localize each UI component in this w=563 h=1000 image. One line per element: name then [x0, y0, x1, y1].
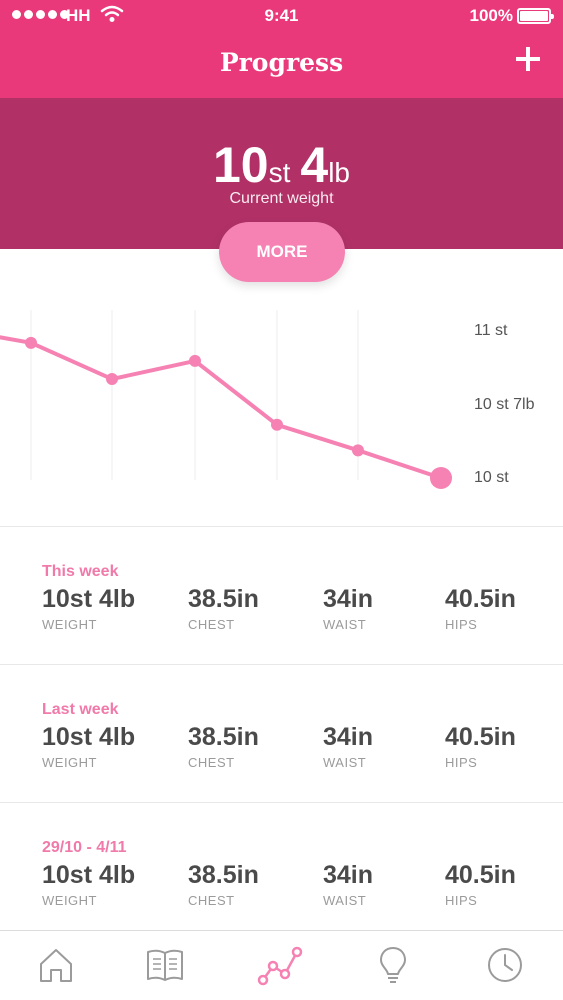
- battery-icon: [517, 8, 554, 24]
- metric-label: WAIST: [323, 617, 367, 632]
- wifi-icon: [100, 5, 124, 22]
- status-bar: HH 9:41 100%: [0, 0, 563, 32]
- metric-label: WEIGHT: [42, 893, 97, 908]
- summary-this-week[interactable]: This week 10st 4lb WEIGHT 38.5in CHEST 34i…: [0, 526, 563, 664]
- metric-value: 40.5in: [445, 861, 516, 889]
- section-label: This week: [42, 563, 119, 580]
- metric-value: 38.5in: [188, 585, 259, 613]
- metric-label: CHEST: [188, 755, 235, 770]
- current-weight-caption: Current weight: [229, 190, 334, 207]
- chart-point[interactable]: [106, 373, 118, 386]
- hips-metric: 40.5in HIPS: [445, 861, 516, 908]
- summary-last-week[interactable]: Last week 10st 4lb WEIGHT 38.5in CHEST 34i…: [0, 664, 563, 802]
- y-tick-10st: 10 st: [474, 469, 509, 486]
- weight-metric: 10st 4lb WEIGHT: [42, 723, 135, 770]
- hips-metric: 40.5in HIPS: [445, 723, 516, 770]
- metric-label: WAIST: [323, 893, 367, 908]
- metric-value: 10st 4lb: [42, 723, 136, 751]
- chart-point[interactable]: [189, 354, 201, 367]
- chest-metric: 38.5in CHEST: [188, 585, 259, 632]
- tab-journal[interactable]: [141, 941, 189, 989]
- chart-point[interactable]: [271, 418, 283, 431]
- chart-points: [25, 336, 452, 489]
- add-button[interactable]: [511, 42, 545, 76]
- weight-stones: 10: [212, 137, 269, 193]
- metric-value: 34in: [323, 723, 374, 751]
- battery-percentage: 100%: [469, 6, 513, 25]
- current-weight-panel: 10st 4lb Current weight: [0, 98, 563, 249]
- metric-value: 34in: [323, 861, 374, 889]
- tab-tips[interactable]: [369, 941, 417, 989]
- summary-date-range[interactable]: 29/10 - 4/11 10st 4lb WEIGHT 38.5in CHEST …: [0, 802, 563, 940]
- waist-metric: 34in WAIST: [323, 723, 373, 770]
- metric-label: HIPS: [445, 893, 478, 908]
- chart-point[interactable]: [25, 336, 37, 349]
- metric-label: CHEST: [188, 893, 235, 908]
- metric-label: CHEST: [188, 617, 235, 632]
- chest-metric: 38.5in CHEST: [188, 723, 259, 770]
- metric-label: HIPS: [445, 617, 478, 632]
- weight-chart: 11 st 10 st 7lb 10 st: [0, 310, 535, 489]
- weight-pounds: 4: [300, 137, 329, 193]
- metric-label: HIPS: [445, 755, 478, 770]
- tab-progress[interactable]: [256, 941, 304, 989]
- hips-metric: 40.5in HIPS: [445, 585, 516, 632]
- tab-bar: [0, 930, 563, 1000]
- home-icon: [40, 949, 72, 982]
- metric-label: WEIGHT: [42, 755, 97, 770]
- chart-point[interactable]: [352, 444, 364, 457]
- weight-metric: 10st 4lb WEIGHT: [42, 861, 135, 908]
- tab-history[interactable]: [481, 941, 529, 989]
- more-button[interactable]: MORE: [219, 222, 345, 282]
- weight-pounds-unit: lb: [328, 157, 350, 188]
- status-time: 9:41: [264, 6, 299, 25]
- lightbulb-icon: [380, 947, 406, 983]
- chart-point[interactable]: [430, 467, 452, 489]
- journal-icon: [147, 949, 183, 981]
- page-title: Progress: [219, 48, 344, 77]
- waist-metric: 34in WAIST: [323, 585, 373, 632]
- section-label: Last week: [42, 701, 119, 718]
- y-tick-10st7lb: 10 st 7lb: [474, 396, 535, 413]
- metric-label: WEIGHT: [42, 617, 97, 632]
- metric-value: 10st 4lb: [42, 861, 136, 889]
- clock-icon: [488, 948, 522, 982]
- metric-value: 34in: [323, 585, 374, 613]
- chart-grid: [30, 310, 359, 480]
- top-bar: HH 9:41 100% Progress: [0, 0, 563, 98]
- metric-value: 40.5in: [445, 585, 516, 613]
- current-weight-value: 10st 4lb: [0, 136, 563, 194]
- signal-strength-icon: [12, 10, 69, 19]
- weight-stones-unit: st: [268, 157, 291, 188]
- waist-metric: 34in WAIST: [323, 861, 373, 908]
- metric-value: 38.5in: [188, 861, 259, 889]
- chest-metric: 38.5in CHEST: [188, 861, 259, 908]
- progress-icon: [257, 946, 303, 986]
- metric-value: 40.5in: [445, 723, 516, 751]
- tab-home[interactable]: [32, 941, 80, 989]
- weight-series-line: [0, 335, 443, 480]
- metric-label: WAIST: [323, 755, 367, 770]
- metric-value: 38.5in: [188, 723, 259, 751]
- y-tick-11st: 11 st: [474, 322, 508, 339]
- carrier-name: HH: [66, 6, 91, 25]
- weight-metric: 10st 4lb WEIGHT: [42, 585, 135, 632]
- section-label: 29/10 - 4/11: [42, 839, 127, 856]
- metric-value: 10st 4lb: [42, 585, 136, 613]
- plus-icon: [516, 47, 540, 71]
